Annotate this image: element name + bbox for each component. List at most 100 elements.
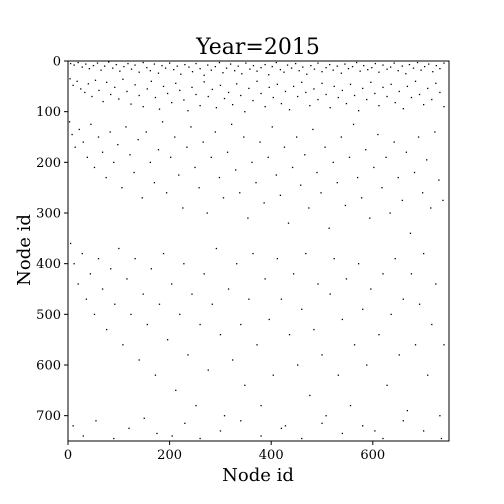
scatter-point [370,288,372,290]
scatter-point [369,217,371,219]
scatter-point [214,131,217,133]
scatter-point [378,104,380,107]
scatter-point [443,62,445,64]
x-axis-ticks: 0 200 400 600 [64,441,385,463]
scatter-point [96,62,99,64]
scatter-point [414,80,417,82]
scatter-point [264,278,266,280]
scatter-point [252,64,255,67]
scatter-point [69,78,71,80]
scatter-point [130,68,133,70]
scatter-point [110,268,112,270]
scatter-point [161,121,164,123]
scatter-point [146,88,148,90]
scatter-point [276,83,278,86]
scatter-point [405,73,407,75]
scatter-point [166,92,169,95]
scatter-point [361,197,363,199]
scatter-point [127,62,129,65]
scatter-point [130,313,132,316]
scatter-point [158,108,161,110]
scatter-point [378,334,380,336]
scatter-point [397,70,399,72]
scatter-point [241,73,243,75]
scatter-point [235,169,237,171]
scatter-point [219,334,222,336]
scatter-point [284,425,287,427]
scatter-point [74,146,76,148]
scatter-point [187,354,189,356]
scatter-point [81,66,83,68]
scatter-point [268,318,270,321]
scatter-point [306,73,308,75]
scatter-point [260,435,262,437]
x-tick-label: 200 [157,448,182,463]
scatter-point [119,70,121,72]
scatter-point [297,364,299,366]
scatter-point [402,420,404,422]
scatter-point [324,146,326,148]
scatter-point [199,68,201,70]
scatter-point [236,83,238,85]
scatter-point [133,171,135,174]
scatter-point [381,187,383,189]
scatter-point [386,95,388,98]
scatter-point [402,108,404,110]
y-tick-label: 0 [53,55,61,70]
scatter-point [154,96,157,99]
scatter-point [149,70,151,72]
scatter-point [366,364,368,366]
scatter-point [321,71,323,73]
scatter-point [142,106,144,108]
scatter-point [252,252,254,255]
scatter-point [271,65,273,68]
scatter-point [356,176,359,179]
scatter-point [439,415,441,417]
scatter-point [309,104,311,107]
scatter-point [76,80,78,82]
scatter-point [382,86,384,89]
scatter-point [325,415,327,417]
scatter-point [443,344,445,346]
scatter-point [231,103,234,106]
scatter-point [94,79,97,81]
scatter-point [389,212,391,214]
scatter-point [264,63,266,66]
scatter-point [275,61,277,64]
scatter-point [183,263,185,265]
scatter-point [302,66,304,68]
scatter-point [345,102,348,105]
scatter-point [227,288,230,290]
scatter-point [296,136,298,138]
scatter-point [362,308,364,310]
scatter-point [373,166,375,169]
scatter-point [173,69,175,71]
scatter-point [122,78,124,80]
scatter-point [171,283,173,285]
scatter-point [226,151,229,153]
scatter-point [78,128,80,131]
scatter-point [203,273,205,275]
scatter-point [166,339,169,341]
y-tick-label: 300 [36,207,61,222]
scatter-point [219,430,222,432]
scatter-point [297,95,299,98]
scatter-point [291,166,294,169]
scatter-point [97,136,100,138]
scatter-point [134,64,136,66]
scatter-point [298,70,300,72]
x-axis-title: Node id [222,465,294,486]
scatter-point [333,85,335,88]
scatter-point [317,283,319,285]
scatter-point [347,68,350,70]
scatter-point [432,71,434,73]
scatter-point [150,80,153,82]
scatter-point [184,63,186,66]
scatter-point [86,156,88,158]
scatter-point [117,144,119,146]
scatter-point [332,161,334,164]
scatter-point [386,68,388,70]
scatter-point [72,425,74,427]
scatter-point [145,131,147,133]
scatter-point [73,64,75,66]
